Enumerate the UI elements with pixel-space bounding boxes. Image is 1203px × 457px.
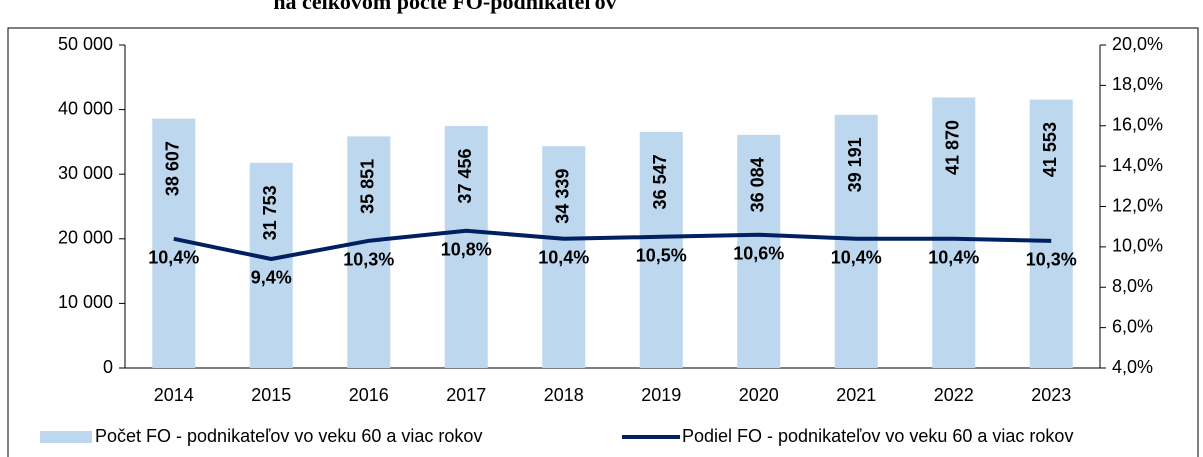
bar-value-label: 41 870 <box>943 120 963 175</box>
y2-tick-label: 12,0% <box>1112 195 1163 215</box>
bar-value-label: 41 553 <box>1040 122 1060 177</box>
bar <box>249 162 293 368</box>
y2-tick-label: 16,0% <box>1112 115 1163 135</box>
line-value-label: 10,4% <box>928 248 979 268</box>
line <box>173 228 1052 261</box>
bar <box>737 134 781 368</box>
bar <box>542 146 586 368</box>
line-value-label: 9,4% <box>251 268 292 288</box>
x-tick-label: 2023 <box>1031 385 1071 405</box>
x-tick-label: 2021 <box>836 385 876 405</box>
line-value-label: 10,5% <box>636 246 687 266</box>
line-value-label: 10,3% <box>1026 250 1077 270</box>
y-tick-label: 10 000 <box>58 292 113 312</box>
x-tick-label: 2016 <box>349 385 389 405</box>
y-tick-label: 20 000 <box>58 228 113 248</box>
y-tick-label: 40 000 <box>58 98 113 118</box>
x-tick-label: 2018 <box>544 385 584 405</box>
y-tick-label: 30 000 <box>58 163 113 183</box>
legend-swatch <box>40 431 92 443</box>
x-tick-label: 2015 <box>251 385 291 405</box>
chart-title: na celkovom počte FO-podnikateľov <box>273 0 616 14</box>
bar <box>834 114 878 368</box>
line-value-label: 10,3% <box>343 250 394 270</box>
y2-tick-label: 18,0% <box>1112 74 1163 94</box>
legend-label: Počet FO - podnikateľov vo veku 60 a via… <box>95 426 482 446</box>
bar-value-label: 38 607 <box>163 141 183 196</box>
bar-value-label: 36 547 <box>650 154 670 209</box>
y-tick-label: 0 <box>103 357 113 377</box>
x-tick-label: 2020 <box>739 385 779 405</box>
bar-value-label: 35 851 <box>358 159 378 214</box>
y-tick-label: 50 000 <box>58 34 113 54</box>
x-tick-label: 2019 <box>641 385 681 405</box>
y2-tick-label: 4,0% <box>1112 357 1153 377</box>
chart-border <box>7 27 1199 457</box>
line-value-label: 10,8% <box>441 239 492 259</box>
y2-tick-label: 10,0% <box>1112 236 1163 256</box>
line-value-label: 10,4% <box>831 248 882 268</box>
bar-value-label: 36 084 <box>748 157 768 212</box>
bar-value-label: 34 339 <box>553 169 573 224</box>
bar-value-label: 37 456 <box>455 149 475 204</box>
bar <box>444 126 488 368</box>
line-value-label: 10,4% <box>148 248 199 268</box>
bar <box>347 136 391 368</box>
y2-tick-label: 6,0% <box>1112 316 1153 336</box>
line-value-label: 10,6% <box>733 244 784 264</box>
x-tick-label: 2014 <box>154 385 194 405</box>
y2-tick-label: 14,0% <box>1112 155 1163 175</box>
bar-value-label: 31 753 <box>260 185 280 240</box>
x-tick-label: 2017 <box>446 385 486 405</box>
y2-tick-label: 20,0% <box>1112 34 1163 54</box>
bar-value-label: 39 191 <box>845 137 865 192</box>
bar <box>639 131 683 368</box>
y2-tick-label: 8,0% <box>1112 276 1153 296</box>
bar <box>1029 99 1073 368</box>
legend-label: Podiel FO - podnikateľov vo veku 60 a vi… <box>682 426 1073 446</box>
bar <box>932 97 976 368</box>
x-tick-label: 2022 <box>934 385 974 405</box>
line-value-label: 10,4% <box>538 248 589 268</box>
